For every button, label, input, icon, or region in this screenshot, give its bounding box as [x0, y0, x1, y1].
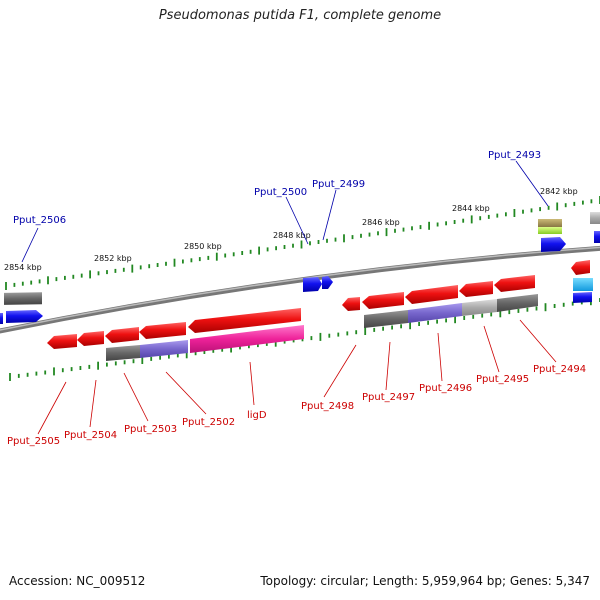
- gene-pput-2494[interactable]: [494, 275, 535, 292]
- gene-partial-right-blue[interactable]: [594, 231, 600, 243]
- gene-label[interactable]: Pput_2498: [301, 401, 354, 412]
- gene-label[interactable]: Pput_2505: [7, 436, 60, 447]
- genome-stats-text: Topology: circular; Length: 5,959,964 bp…: [260, 574, 590, 588]
- scale-label: 2850 kbp: [184, 242, 222, 251]
- gene-pput-2505[interactable]: [47, 334, 77, 349]
- gene-pput-2497-domain[interactable]: [364, 310, 408, 328]
- scale-label: 2852 kbp: [94, 254, 132, 263]
- gene-partial-right-red[interactable]: [571, 260, 590, 275]
- gene-pput-2496-domain[interactable]: [408, 303, 462, 323]
- gene-label[interactable]: Pput_2502: [182, 417, 235, 428]
- scale-label: 2844 kbp: [452, 204, 490, 213]
- gene-label[interactable]: Pput_2506: [13, 215, 66, 226]
- accession-text: Accession: NC_009512: [9, 574, 146, 588]
- gene-ligd[interactable]: [188, 308, 301, 333]
- gene-label[interactable]: Pput_2499: [312, 179, 365, 190]
- gene-pput-2503-domain[interactable]: [106, 345, 140, 361]
- gene-label[interactable]: Pput_2500: [254, 187, 307, 198]
- gene-pput-2500[interactable]: [303, 277, 322, 292]
- genome-backbone: [0, 245, 600, 334]
- gene-pput-2506-domain[interactable]: [4, 292, 42, 305]
- gene-pput-2504[interactable]: [77, 331, 104, 346]
- gene-pput-2498[interactable]: [342, 297, 360, 311]
- gene-pput-2493-domain-olive[interactable]: [538, 219, 562, 227]
- gene-pput-2495[interactable]: [459, 281, 493, 297]
- gene-pput-2502-domain[interactable]: [140, 340, 188, 358]
- gene-pput-2496[interactable]: [405, 285, 458, 304]
- gene-label[interactable]: Pput_2494: [533, 364, 586, 375]
- gene-pput-2506[interactable]: [6, 310, 43, 323]
- gene-label[interactable]: Pput_2493: [488, 150, 541, 161]
- gene-partial-right-blue-low[interactable]: [573, 292, 592, 303]
- scale-label: 2842 kbp: [540, 187, 578, 196]
- gene-pput-2503[interactable]: [105, 327, 139, 343]
- gene-partial-right-cyan[interactable]: [573, 278, 593, 291]
- gene-partial-left[interactable]: [0, 313, 3, 324]
- scale-ticks-top: [5, 196, 600, 290]
- gene-label[interactable]: ligD: [247, 410, 267, 421]
- ligd-domain[interactable]: [190, 325, 304, 353]
- gene-pput-2502[interactable]: [139, 322, 186, 339]
- gene-pput-2493-domain-lime[interactable]: [538, 227, 562, 234]
- scale-label: 2846 kbp: [362, 218, 400, 227]
- scale-label: 2854 kbp: [4, 263, 42, 272]
- gene-partial-right-gray[interactable]: [590, 212, 600, 224]
- gene-label[interactable]: Pput_2496: [419, 383, 472, 394]
- gene-pput-2494-domain[interactable]: [497, 294, 538, 312]
- gene-label[interactable]: Pput_2495: [476, 374, 529, 385]
- gene-label[interactable]: Pput_2497: [362, 392, 415, 403]
- gene-pput-2495-domain[interactable]: [462, 299, 497, 316]
- gene-pput-2497[interactable]: [362, 292, 404, 309]
- gene-pput-2499[interactable]: [322, 276, 333, 289]
- gene-label[interactable]: Pput_2504: [64, 430, 117, 441]
- gene-label[interactable]: Pput_2503: [124, 424, 177, 435]
- gene-pput-2493[interactable]: [541, 237, 566, 252]
- page-title: Pseudomonas putida F1, complete genome: [158, 8, 442, 23]
- scale-label: 2848 kbp: [273, 231, 311, 240]
